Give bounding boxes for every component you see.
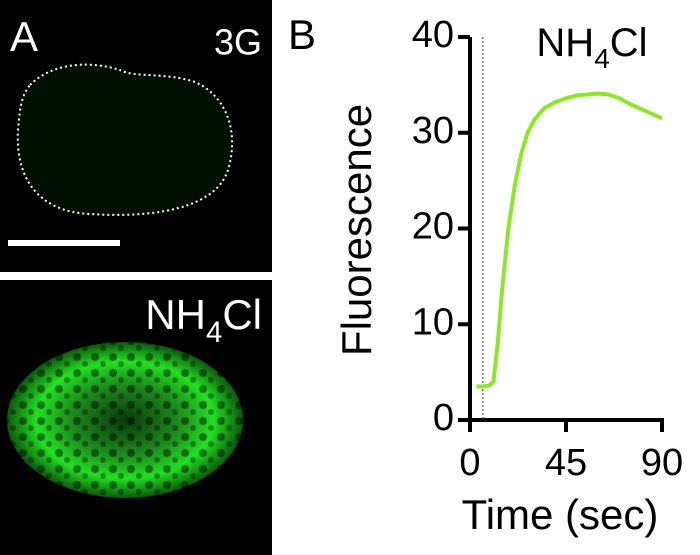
data-line — [476, 91, 663, 389]
x-axis-title: Time (sec) — [462, 491, 659, 538]
image-label: NH4Cl — [145, 291, 262, 349]
y-axis-title: Fluorescence — [333, 104, 380, 356]
panel-label: B — [288, 11, 316, 58]
y-tick-label: 0 — [433, 397, 454, 439]
x-tick-label: 90 — [641, 442, 683, 484]
annotation: NH4Cl — [536, 21, 647, 74]
y-tick-label: 40 — [412, 14, 454, 56]
image-label: 3G — [214, 22, 262, 63]
y-tick-label: 10 — [412, 301, 454, 343]
islet-outline — [16, 63, 234, 216]
x-tick-label: 45 — [545, 442, 587, 484]
panel-label: A — [10, 13, 38, 60]
islet-texture — [7, 342, 243, 498]
y-tick-label: 20 — [412, 206, 454, 248]
x-tick-label: 0 — [459, 442, 480, 484]
scale-bar — [8, 240, 120, 246]
y-tick-label: 30 — [412, 110, 454, 152]
